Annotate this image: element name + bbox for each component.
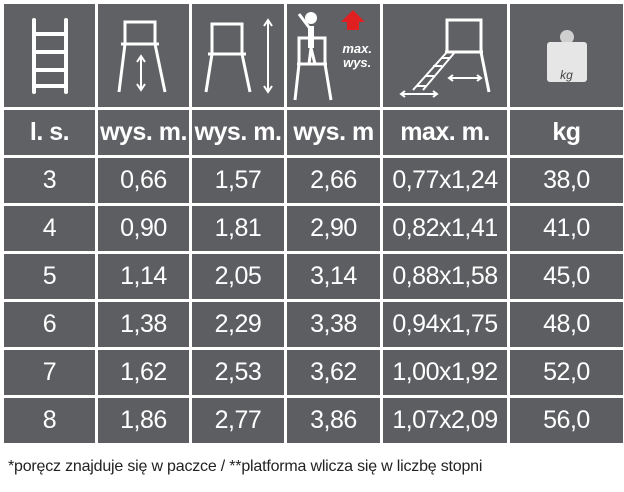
table-cell: 2,77 <box>192 398 284 443</box>
table-cell: 3,14 <box>287 254 380 299</box>
table-cell: 6 <box>4 302 95 347</box>
header-weight: kg <box>510 110 623 155</box>
header-reach-height: wys. m <box>287 110 380 155</box>
table-cell: 0,90 <box>98 206 189 251</box>
header-dimensions: max. m. <box>383 110 507 155</box>
table-cell: 0,94x1,75 <box>383 302 507 347</box>
table-cell: 7 <box>4 350 95 395</box>
table-cell: 45,0 <box>510 254 623 299</box>
table-cell: 3 <box>4 158 95 203</box>
table-cell: 52,0 <box>510 350 623 395</box>
table-cell: 2,29 <box>192 302 284 347</box>
footnote: *poręcz znajduje się w paczce / **platfo… <box>8 458 483 475</box>
table-cell: 0,66 <box>98 158 189 203</box>
table-cell: 1,81 <box>192 206 284 251</box>
table-cell: 3,86 <box>287 398 380 443</box>
weight-icon-label: kg <box>560 68 573 82</box>
header-steps: l. s. <box>4 110 95 155</box>
table-cell: 4 <box>4 206 95 251</box>
table-cell: 1,86 <box>98 398 189 443</box>
table-cell: 5 <box>4 254 95 299</box>
table-cell: 38,0 <box>510 158 623 203</box>
table-cell: 1,00x1,92 <box>383 350 507 395</box>
ladder-icon <box>4 4 95 107</box>
table-cell: 1,38 <box>98 302 189 347</box>
spec-table: max. wys. <box>4 4 623 443</box>
table-cell: 0,77x1,24 <box>383 158 507 203</box>
table-cell: 2,53 <box>192 350 284 395</box>
table-cell: 3,62 <box>287 350 380 395</box>
reach-height-icon: max. wys. <box>287 4 380 107</box>
table-cell: 1,07x2,09 <box>383 398 507 443</box>
table-cell: 2,90 <box>287 206 380 251</box>
table-cell: 2,66 <box>287 158 380 203</box>
step-height-icon <box>98 4 189 107</box>
reach-height-label: max. wys. <box>342 41 372 70</box>
table-cell: 41,0 <box>510 206 623 251</box>
table-cell: 0,82x1,41 <box>383 206 507 251</box>
table-cell: 0,88x1,58 <box>383 254 507 299</box>
platform-size-icon <box>383 4 507 107</box>
header-ladder-height: wys. m. <box>192 110 284 155</box>
ladder-height-icon <box>192 4 284 107</box>
table-cell: 56,0 <box>510 398 623 443</box>
weight-icon: kg <box>510 4 623 107</box>
table-cell: 1,62 <box>98 350 189 395</box>
table-cell: 48,0 <box>510 302 623 347</box>
table-cell: 2,05 <box>192 254 284 299</box>
header-step-height: wys. m. <box>98 110 189 155</box>
table-cell: 1,14 <box>98 254 189 299</box>
table-cell: 1,57 <box>192 158 284 203</box>
table-cell: 3,38 <box>287 302 380 347</box>
table-cell: 8 <box>4 398 95 443</box>
